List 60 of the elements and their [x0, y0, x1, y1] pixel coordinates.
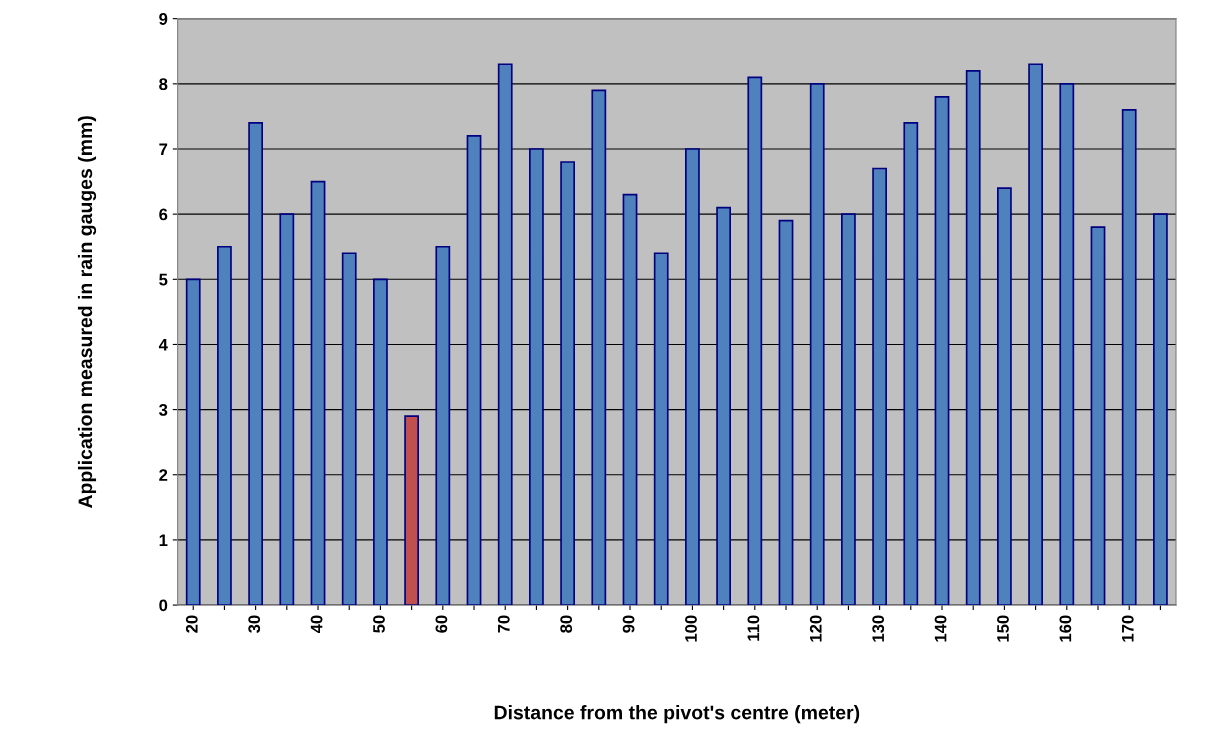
y-tick-label: 5 — [159, 273, 168, 286]
bar — [248, 122, 264, 606]
x-tick-label: 20 — [185, 615, 198, 633]
bar — [965, 69, 981, 606]
bar — [529, 148, 544, 606]
x-tick-label: 150 — [997, 615, 1009, 642]
bar — [653, 252, 669, 606]
bar — [341, 252, 357, 606]
x-tick-label: 40 — [310, 615, 323, 634]
bar — [1028, 63, 1043, 606]
bar — [1059, 82, 1075, 606]
bar — [903, 122, 919, 606]
bar — [435, 245, 451, 606]
x-tick-label: 170 — [1121, 615, 1134, 642]
x-tick-label: 130 — [872, 615, 885, 642]
y-axis-title: Application measured in rain gauges (mm) — [77, 116, 97, 509]
x-tick-label: 100 — [685, 615, 697, 642]
y-tick-label: 3 — [159, 404, 168, 416]
x-tick-label: 50 — [373, 615, 385, 633]
bar — [872, 167, 887, 606]
bar — [778, 219, 794, 606]
x-tick-label: 90 — [622, 615, 635, 633]
bar — [716, 206, 731, 606]
bar — [560, 161, 576, 606]
y-tick-label: 1 — [159, 534, 168, 546]
bar — [685, 148, 700, 606]
x-axis-title: Distance from the pivot's centre (meter) — [494, 705, 860, 724]
y-tick-label: 8 — [159, 78, 168, 91]
bar — [1153, 213, 1168, 606]
bar — [497, 63, 513, 606]
x-tick-label: 80 — [560, 615, 573, 633]
bar — [373, 278, 388, 606]
bar — [747, 76, 763, 606]
bar — [404, 415, 420, 606]
y-tick-label: 6 — [159, 208, 168, 221]
bar — [279, 213, 295, 606]
x-tick-label: 120 — [809, 615, 822, 642]
y-tick-label: 7 — [159, 143, 168, 156]
x-tick-label: 160 — [1059, 615, 1072, 642]
bar — [622, 193, 638, 606]
bar — [217, 245, 232, 606]
y-tick-label: 4 — [158, 339, 168, 351]
y-tick-label: 0 — [159, 599, 168, 612]
bar — [466, 135, 482, 606]
bar — [310, 180, 326, 606]
bar — [185, 278, 201, 606]
bar — [1090, 226, 1106, 606]
bar — [1121, 109, 1137, 606]
x-tick-label: 70 — [497, 615, 510, 633]
y-tick-label: 9 — [159, 13, 168, 25]
x-tick-label: 110 — [747, 615, 760, 641]
bar — [809, 82, 825, 606]
bar — [591, 89, 607, 606]
x-tick-label: 60 — [435, 615, 448, 633]
x-tick-label: 140 — [934, 615, 947, 642]
bar — [841, 213, 856, 606]
x-tick-label: 30 — [248, 615, 261, 633]
y-tick-label: 2 — [159, 469, 168, 481]
bar — [934, 96, 950, 606]
bar — [997, 187, 1012, 606]
